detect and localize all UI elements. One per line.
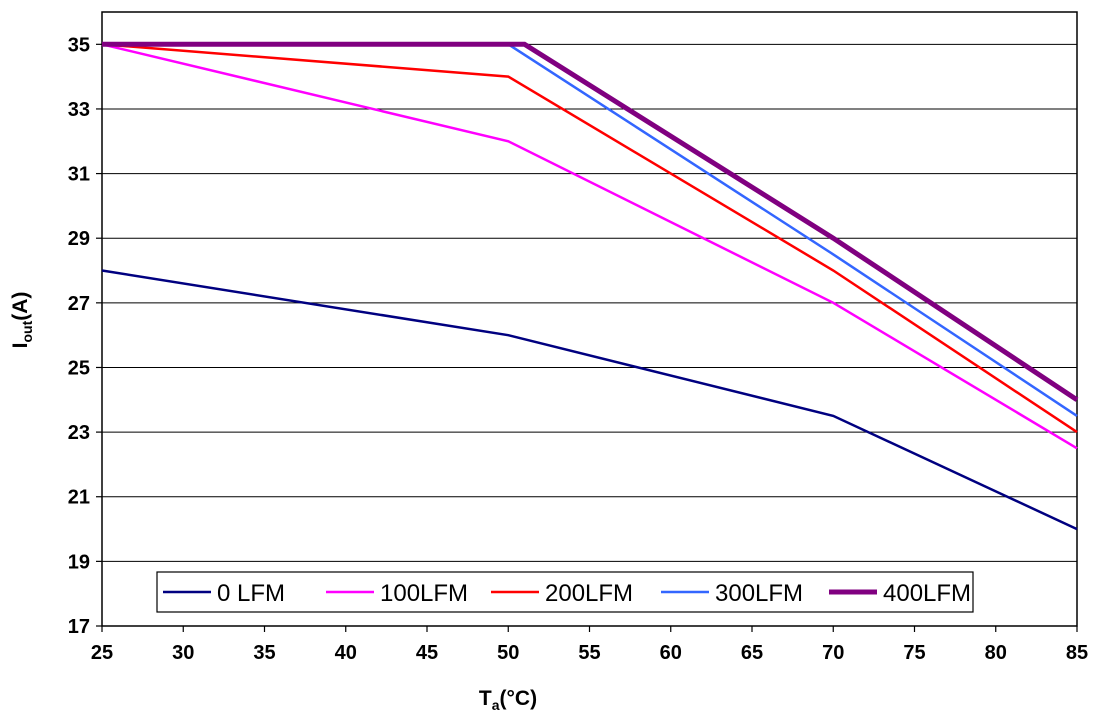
y-tick-label: 33 bbox=[68, 99, 90, 121]
legend-label: 200LFM bbox=[545, 580, 633, 607]
series-line-100lfm bbox=[102, 44, 1077, 448]
x-tick-label: 60 bbox=[660, 642, 682, 664]
legend-label: 100LFM bbox=[380, 580, 468, 607]
y-tick-label: 27 bbox=[68, 293, 90, 315]
x-tick-label: 80 bbox=[985, 642, 1007, 664]
y-tick-label: 19 bbox=[68, 551, 90, 573]
x-tick-label: 40 bbox=[335, 642, 357, 664]
x-tick-label: 85 bbox=[1066, 642, 1088, 664]
series-lines bbox=[102, 44, 1077, 529]
y-axis-title: Iout(A) bbox=[9, 292, 35, 349]
legend-label: 0 LFM bbox=[217, 580, 285, 607]
y-axis-ticks: 17 19 21 23 25 27 29 31 33 35 bbox=[68, 34, 102, 638]
x-tick-label: 45 bbox=[416, 642, 438, 664]
y-tick-label: 31 bbox=[68, 164, 90, 186]
series-line-0lfm bbox=[102, 271, 1077, 530]
y-tick-label: 29 bbox=[68, 228, 90, 250]
y-tick-label: 25 bbox=[68, 357, 90, 379]
legend-label: 300LFM bbox=[715, 580, 803, 607]
x-tick-label: 75 bbox=[903, 642, 925, 664]
x-tick-label: 55 bbox=[578, 642, 600, 664]
y-tick-label: 21 bbox=[68, 487, 90, 509]
y-tick-label: 35 bbox=[68, 34, 90, 56]
legend-label: 400LFM bbox=[883, 580, 971, 607]
x-tick-label: 50 bbox=[497, 642, 519, 664]
x-axis-title: Ta(°C) bbox=[479, 687, 537, 713]
x-tick-label: 65 bbox=[741, 642, 763, 664]
x-tick-label: 25 bbox=[91, 642, 113, 664]
x-tick-label: 35 bbox=[253, 642, 275, 664]
x-tick-label: 30 bbox=[172, 642, 194, 664]
y-tick-label: 23 bbox=[68, 422, 90, 444]
x-axis-ticks: 25 30 35 40 45 50 55 60 65 70 75 80 85 bbox=[91, 626, 1088, 664]
x-tick-label: 70 bbox=[822, 642, 844, 664]
y-tick-label: 17 bbox=[68, 616, 90, 638]
legend: 0 LFM 100LFM 200LFM 300LFM 400LFM bbox=[157, 572, 973, 612]
